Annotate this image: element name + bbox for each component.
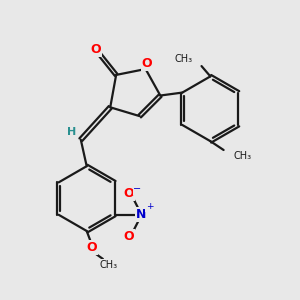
Text: CH₃: CH₃ xyxy=(234,151,252,161)
Text: N: N xyxy=(136,208,146,221)
Text: CH₃: CH₃ xyxy=(100,260,118,270)
Text: H: H xyxy=(67,127,76,137)
Text: +: + xyxy=(146,202,153,211)
Text: O: O xyxy=(86,241,97,254)
Text: O: O xyxy=(123,230,134,243)
Text: CH₃: CH₃ xyxy=(175,54,193,64)
Text: −: − xyxy=(134,184,142,194)
Text: O: O xyxy=(123,187,134,200)
Text: O: O xyxy=(142,57,152,70)
Text: O: O xyxy=(90,43,101,56)
